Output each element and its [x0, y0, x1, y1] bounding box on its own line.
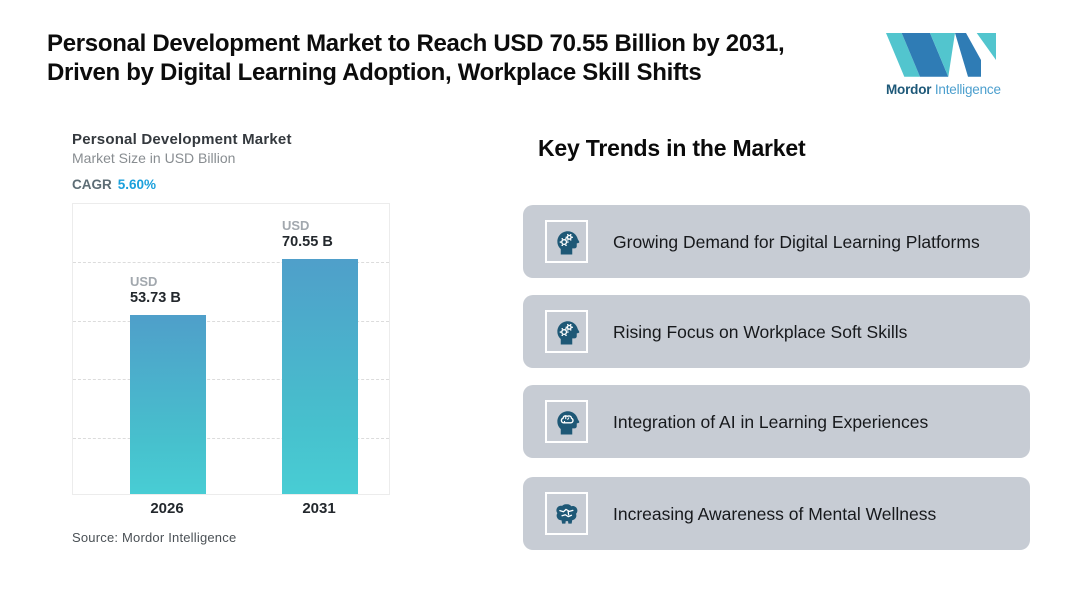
x-axis-label-2026: 2026 [150, 500, 184, 517]
trend-card-label: Increasing Awareness of Mental Wellness [613, 503, 937, 524]
x-axis-label-2031: 2031 [302, 500, 336, 517]
trend-card-label: Integration of AI in Learning Experience… [613, 411, 929, 432]
chart-subtitle: Market Size in USD Billion [72, 150, 236, 166]
mordor-logo-mark-icon [886, 33, 996, 77]
trend-card-mental-wellness: Increasing Awareness of Mental Wellness [523, 477, 1030, 550]
bar-2031 [282, 259, 358, 494]
trends-heading: Key Trends in the Market [538, 135, 806, 161]
cagr-row: CAGR 5.60% [72, 177, 156, 192]
x-axis: 2026 2031 [72, 500, 390, 518]
brand-name: Mordor Intelligence [886, 82, 1004, 97]
bar-value-text: 53.73 B [130, 290, 181, 307]
source-note: Source: Mordor Intelligence [72, 530, 237, 545]
gridline [73, 379, 389, 380]
page-title-line-2: Driven by Digital Learning Adoption, Wor… [47, 59, 702, 86]
gridline [73, 438, 389, 439]
bar-value-text: 70.55 B [282, 234, 333, 251]
bar-value-label-2031: USD 70.55 B [282, 217, 382, 251]
head-gears-icon [556, 320, 579, 344]
brand-name-light: Intelligence [934, 82, 1001, 97]
cagr-label: CAGR [72, 177, 112, 192]
gridline [73, 321, 389, 322]
bar-value-prefix: USD [282, 217, 310, 233]
bar-chart-plot: USD 53.73 B USD 70.55 B [72, 203, 390, 495]
head-gears-icon [556, 230, 579, 254]
trend-icon-box [545, 400, 588, 443]
page-title-line-1: Personal Development Market to Reach USD… [47, 30, 785, 57]
chart-title: Personal Development Market [72, 131, 292, 148]
bar-value-prefix: USD [130, 273, 158, 289]
page-title: Personal Development Market to Reach USD… [47, 29, 785, 87]
head-brain-icon [556, 410, 579, 434]
brand-logo: Mordor Intelligence [886, 33, 1004, 97]
trend-icon-box [545, 310, 588, 353]
bar-2026 [130, 315, 206, 494]
trend-icon-box [545, 220, 588, 263]
brand-name-bold: Mordor [886, 82, 932, 97]
bar-value-label-2026: USD 53.73 B [130, 273, 230, 307]
cagr-value: 5.60% [117, 177, 157, 192]
gridline [73, 262, 389, 263]
trend-icon-box [545, 492, 588, 535]
trend-card-label: Rising Focus on Workplace Soft Skills [613, 321, 908, 342]
trend-card-ai-learning: Integration of AI in Learning Experience… [523, 385, 1030, 458]
brain-icon [555, 503, 577, 524]
trend-card-label: Growing Demand for Digital Learning Plat… [613, 231, 980, 252]
trend-card-soft-skills: Rising Focus on Workplace Soft Skills [523, 295, 1030, 368]
trend-card-digital-learning: Growing Demand for Digital Learning Plat… [523, 205, 1030, 278]
